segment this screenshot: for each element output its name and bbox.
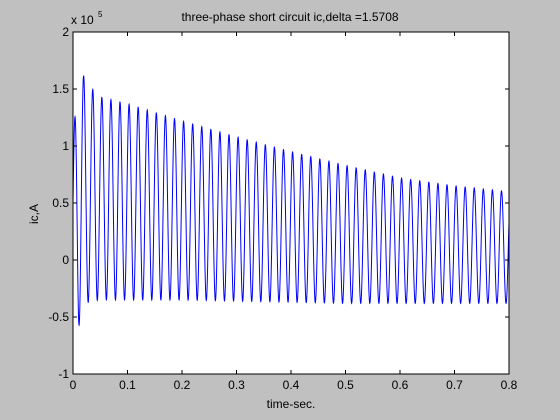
x-tick-label: 0	[70, 378, 77, 392]
x-axis-label: time-sec.	[267, 397, 316, 411]
x-tick-label: 0.2	[174, 378, 191, 392]
y-tick-label: 2	[62, 25, 69, 39]
y-tick-label: -0.5	[48, 310, 69, 324]
y-axis-label: ic,A	[27, 204, 41, 224]
series-line-ic	[72, 75, 510, 327]
chart-title: three-phase short circuit ic,delta =1.57…	[181, 10, 398, 24]
series-layer	[72, 75, 510, 327]
y-tick-label: -1	[58, 367, 69, 381]
y-multiplier-label: x 10	[71, 13, 94, 27]
x-tick-label: 0.7	[446, 378, 463, 392]
x-tick-label: 0.5	[337, 378, 354, 392]
y-tick-label: 1.5	[52, 82, 69, 96]
y-multiplier-exponent: 5	[98, 10, 103, 19]
x-tick-label: 0.1	[119, 378, 136, 392]
ticks-layer: 0 0.1 0.2 0.3 0.4 0.5 0.6 0.7 0.8 -1 -0.5 0 0.5 1 1.5 2	[48, 25, 517, 392]
x-tick-label: 0.4	[283, 378, 300, 392]
x-tick-label: 0.6	[392, 378, 409, 392]
x-tick-label: 0.3	[228, 378, 245, 392]
y-tick-label: 1	[62, 139, 69, 153]
plot-frame	[72, 31, 510, 375]
y-tick-label: 0.5	[52, 196, 69, 210]
y-tick-label: 0	[62, 253, 69, 267]
x-tick-label: 0.8	[501, 378, 518, 392]
